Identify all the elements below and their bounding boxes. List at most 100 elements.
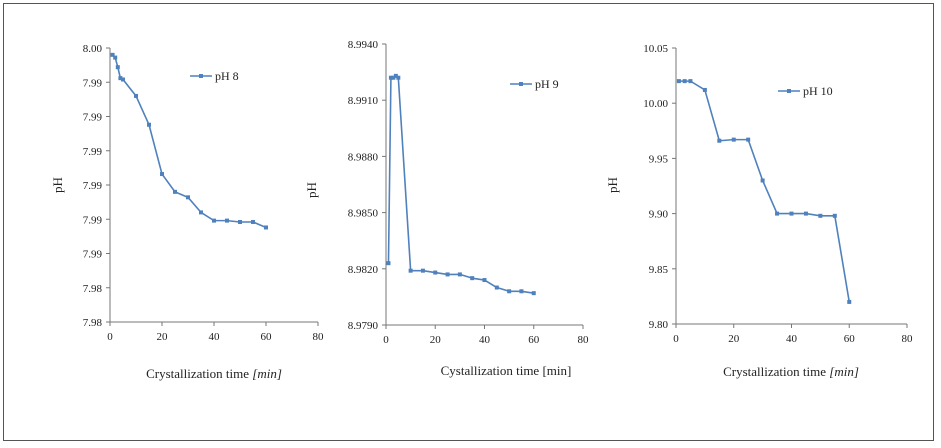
legend: pH 10 [778, 84, 833, 98]
y-tick-label: 7.99 [83, 249, 103, 261]
x-tick-label: 60 [528, 334, 540, 346]
y-tick-label: 8.9940 [348, 39, 379, 51]
data-point [396, 75, 401, 80]
chart-panel-ph10: 10.05 10.00 9.95 9.90 9.85 9.80 0 20 40 60 80 pH … [605, 43, 913, 379]
y-axis-label: pH [50, 177, 65, 193]
y-tick-label: 7.99 [83, 214, 103, 226]
data-point [746, 137, 751, 142]
y-tick-group: 8.00 7.99 7.99 7.99 7.99 7.99 7.99 7.98 7.98 [83, 43, 110, 329]
data-point [717, 138, 722, 143]
legend-marker-swatch [787, 89, 791, 93]
data-point [199, 210, 203, 215]
x-axis-label-unit: [min] [829, 364, 859, 379]
legend-marker-swatch [199, 74, 203, 78]
x-tick-label: 80 [902, 333, 914, 345]
data-point [470, 276, 475, 281]
data-point [113, 55, 118, 60]
legend-label: pH 8 [215, 69, 239, 83]
x-tick-label: 40 [209, 331, 221, 343]
series-line [678, 80, 851, 303]
data-point [386, 261, 391, 266]
x-tick-group: 0 20 40 60 80 [107, 322, 324, 343]
x-axis-label: Crystallization time [min] [146, 366, 282, 381]
data-point [186, 195, 190, 200]
data-point [121, 77, 125, 82]
x-tick-label: 80 [313, 331, 325, 343]
y-tick-label: 7.98 [83, 317, 103, 329]
x-tick-label: 0 [673, 333, 679, 345]
data-point [110, 52, 115, 57]
data-point [531, 291, 536, 296]
chart-panel-ph9: 8.9940 8.9910 8.9880 8.9850 8.9820 8.9790 0 20… [304, 39, 589, 378]
x-tick-label: 40 [479, 334, 491, 346]
y-tick-group: 10.05 10.00 9.95 9.90 9.85 9.80 [643, 43, 676, 331]
data-point [832, 213, 837, 218]
data-point [702, 87, 707, 92]
y-tick-label: 9.85 [649, 264, 669, 276]
series-group [110, 52, 268, 230]
data-point [847, 299, 852, 304]
x-axis-label: Cystallization time [min] [441, 363, 572, 378]
data-point [676, 79, 681, 84]
y-tick-label: 8.9820 [348, 264, 379, 276]
x-tick-label: 20 [430, 334, 442, 346]
data-point [482, 278, 487, 283]
x-tick-label: 80 [578, 334, 590, 346]
data-point [251, 219, 255, 224]
data-point [173, 189, 177, 194]
x-tick-group: 0 20 40 60 80 [383, 325, 589, 346]
x-tick-label: 60 [261, 331, 273, 343]
data-point [507, 289, 512, 294]
data-point [457, 272, 462, 277]
y-tick-group: 8.9940 8.9910 8.9880 8.9850 8.9820 8.9790 [348, 39, 386, 332]
data-point [160, 172, 164, 177]
data-point [760, 178, 765, 183]
chart-panel-ph8: 8.00 7.99 7.99 7.99 7.99 7.99 7.99 7.98 7.98 0 20… [50, 43, 324, 381]
x-tick-group: 0 20 40 60 80 [673, 324, 913, 345]
data-point [225, 218, 229, 223]
data-point [212, 218, 216, 223]
data-point [238, 219, 242, 224]
data-point [803, 211, 808, 216]
data-point [519, 289, 524, 294]
data-point [775, 211, 780, 216]
legend: pH 8 [190, 69, 239, 83]
x-axis-label: Crystallization time [min] [723, 364, 859, 379]
data-point [682, 79, 687, 84]
y-tick-label: 10.00 [643, 98, 668, 110]
y-tick-label: 9.80 [649, 319, 669, 331]
data-point [134, 93, 138, 98]
data-point [118, 76, 123, 81]
series-group [386, 73, 536, 296]
figure-frame [3, 3, 934, 441]
y-tick-label: 8.9790 [348, 320, 379, 332]
y-axis-label: pH [605, 177, 620, 193]
data-point [115, 65, 120, 70]
y-tick-label: 9.95 [649, 153, 669, 165]
x-tick-label: 40 [786, 333, 798, 345]
x-tick-label: 0 [383, 334, 389, 346]
y-tick-label: 7.98 [83, 283, 103, 295]
data-point [408, 268, 413, 273]
data-point [494, 285, 499, 290]
data-point [393, 73, 398, 78]
y-tick-label: 7.99 [83, 112, 103, 124]
data-point [391, 75, 396, 80]
x-tick-label: 0 [107, 331, 113, 343]
y-tick-label: 7.99 [83, 146, 103, 158]
data-point [731, 137, 736, 142]
y-axis-label: pH [304, 182, 319, 198]
y-tick-label: 8.9850 [348, 208, 379, 220]
y-tick-label: 9.90 [649, 209, 669, 221]
x-axis-label-text: Crystallization time [723, 364, 829, 379]
data-point [388, 75, 393, 80]
legend-marker-swatch [519, 82, 523, 86]
legend-label: pH 10 [803, 84, 833, 98]
series-line [112, 54, 267, 229]
series-line [387, 75, 534, 294]
y-tick-label: 7.99 [83, 77, 103, 89]
y-tick-label: 10.05 [643, 43, 668, 55]
data-point [789, 211, 794, 216]
data-point [147, 122, 151, 127]
